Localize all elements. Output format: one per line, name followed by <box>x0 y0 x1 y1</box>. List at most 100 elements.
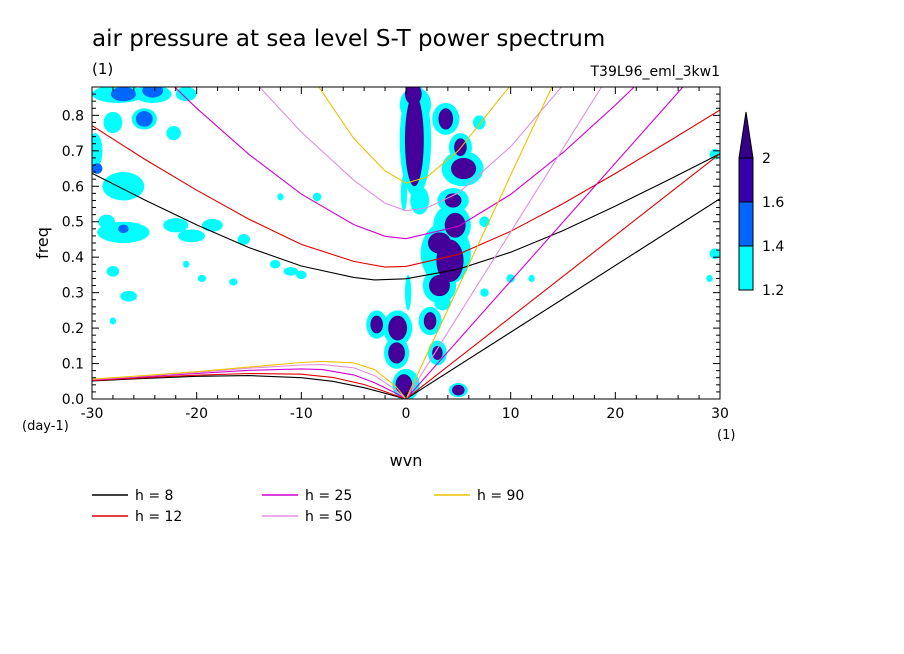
x-axis-label: wvn <box>390 451 423 470</box>
title-units: (1) <box>92 60 113 78</box>
y-tick-label: 0.5 <box>62 215 84 231</box>
shade-region-73 <box>709 149 720 160</box>
curve-h12-rossby <box>92 372 407 399</box>
x-tick-label: 10 <box>502 406 520 422</box>
legend: h = 8 h = 12 h = 25 h = 50 h = 90 <box>92 488 524 525</box>
curve-h50-kelvin <box>405 87 603 399</box>
shade-region-37 <box>410 186 430 215</box>
shade-region-66 <box>120 290 138 302</box>
colorbar-label: 1.2 <box>762 283 784 299</box>
shade-region-57 <box>106 266 120 277</box>
colorbar: 2 1.6 1.4 1.2 <box>738 111 784 299</box>
y-tick-label: 0.3 <box>62 286 84 302</box>
shade-region-52 <box>118 224 129 234</box>
shade-region-36 <box>404 274 412 311</box>
x-axis: -30 -20 -10 0 10 20 30 <box>81 87 729 422</box>
x-tick-label: -20 <box>185 406 208 422</box>
shade-region-65 <box>277 193 284 201</box>
shade-region-35 <box>400 175 408 212</box>
shade-region-2 <box>404 87 422 105</box>
shade-region-61 <box>296 270 307 280</box>
y-tick-label: 0.1 <box>62 357 84 373</box>
shade-region-28 <box>432 345 443 360</box>
x-tick-label: -10 <box>290 406 313 422</box>
curve-h25-rossby <box>92 368 407 399</box>
chart-title: air pressure at sea level S-T power spec… <box>92 26 605 52</box>
shade-region-67 <box>109 317 117 325</box>
x-tick-label: 30 <box>711 406 729 422</box>
colorbar-segment-2 <box>738 245 754 291</box>
y-tick-label: 0.2 <box>62 321 84 337</box>
shade-region-24 <box>370 315 383 334</box>
y-tick-label: 0.0 <box>62 392 84 408</box>
shade-region-15 <box>436 239 464 282</box>
colorbar-arrow <box>738 111 754 159</box>
curve-h8-kelvin <box>405 198 720 399</box>
dispersion-curves <box>92 87 720 399</box>
legend-label-h25: h = 25 <box>305 488 352 504</box>
shade-region-59 <box>269 260 281 269</box>
y-tick-label: 0.6 <box>62 179 84 195</box>
colorbar-label: 1.6 <box>762 195 784 211</box>
shade-region-49 <box>102 172 145 201</box>
curve-h90-kelvin <box>405 87 553 399</box>
shade-region-19 <box>434 296 452 311</box>
shade-region-4 <box>438 108 454 130</box>
curve-h25-westward-inertia-gravity <box>173 87 635 240</box>
legend-label-h50: h = 50 <box>305 509 352 525</box>
shade-region-69 <box>479 216 490 228</box>
curve-h90-westward-inertia-gravity <box>318 87 510 184</box>
x-units-label: (1) <box>717 428 735 443</box>
shade-region-45 <box>135 111 153 127</box>
shade-region-44 <box>103 111 123 134</box>
shade-region-60 <box>283 267 299 276</box>
shade-region-64 <box>312 192 322 202</box>
shade-region-56 <box>237 234 251 245</box>
shade-region-12 <box>444 212 466 238</box>
shade-region-72 <box>528 274 535 283</box>
shade-region-68 <box>472 115 486 130</box>
curve-h8-westward-inertia-gravity <box>92 153 720 281</box>
colorbar-segment-1 <box>738 201 754 247</box>
shade-region-40 <box>142 87 164 98</box>
y-tick-label: 0.8 <box>62 108 84 124</box>
shade-region-8 <box>451 157 477 180</box>
shade-region-38 <box>110 87 136 102</box>
y-units-label: (day-1) <box>22 419 69 434</box>
curve-h12-westward-inertia-gravity <box>92 109 720 268</box>
shade-region-42 <box>175 87 197 102</box>
shade-region-71 <box>506 274 515 283</box>
shade-region-75 <box>706 274 713 283</box>
colorbar-label: 1.4 <box>762 239 784 255</box>
curve-h90-rossby <box>92 360 407 399</box>
power-shading <box>92 87 720 399</box>
shade-region-43 <box>166 126 181 141</box>
shade-region-17 <box>429 274 450 297</box>
curve-h12-kelvin <box>405 153 720 399</box>
shade-region-74 <box>709 248 720 259</box>
shade-region-26 <box>423 312 437 330</box>
shade-region-54 <box>201 218 223 232</box>
curve-h50-westward-inertia-gravity <box>258 87 563 212</box>
shade-region-0 <box>404 94 424 187</box>
y-axis: 0.0 0.1 0.2 0.3 0.4 0.5 0.6 0.7 0.8 <box>62 86 720 408</box>
colorbar-label: 2 <box>762 151 771 167</box>
shade-region-20 <box>388 315 408 341</box>
y-axis-label: freq <box>33 227 52 259</box>
curve-h8-rossby <box>92 375 407 399</box>
shade-region-58 <box>183 260 190 268</box>
legend-label-h90: h = 90 <box>477 488 524 504</box>
shade-region-63 <box>229 278 238 286</box>
shade-region-22 <box>388 342 405 364</box>
shade-region-70 <box>480 288 489 297</box>
curve-h25-kelvin <box>405 87 684 399</box>
y-tick-label: 0.4 <box>62 250 84 266</box>
x-tick-label: -30 <box>81 406 104 422</box>
shade-region-53 <box>163 218 189 233</box>
run-label: T39L96_eml_3kw1 <box>590 64 721 80</box>
x-tick-label: 20 <box>606 406 624 422</box>
legend-label-h12: h = 12 <box>135 509 182 525</box>
y-tick-label: 0.7 <box>62 144 84 160</box>
shade-region-33 <box>452 384 465 396</box>
